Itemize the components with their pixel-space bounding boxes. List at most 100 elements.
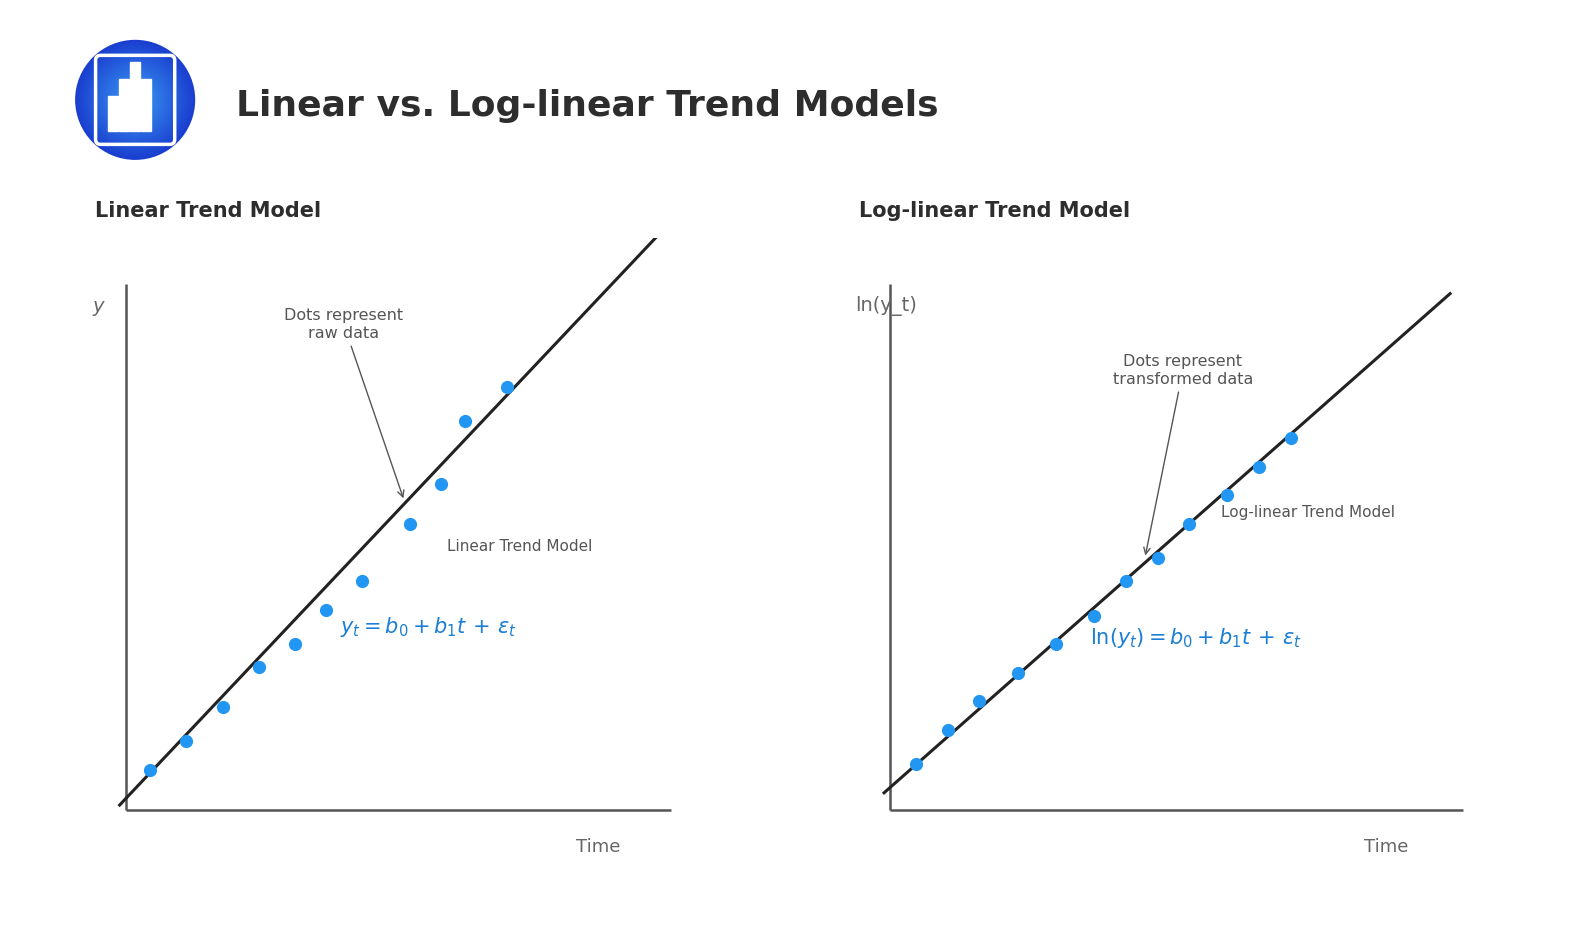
Circle shape [89,54,181,146]
Circle shape [97,62,173,138]
Circle shape [124,89,146,110]
Bar [119,79,129,131]
Circle shape [84,49,186,151]
Circle shape [94,59,176,141]
Point [137,763,162,778]
Circle shape [116,81,154,119]
Circle shape [132,96,138,104]
Circle shape [97,61,173,139]
Text: Linear vs. Log-linear Trend Models: Linear vs. Log-linear Trend Models [235,89,938,123]
Point [350,573,375,589]
Text: $y_t = b_0 + b_1t\/ +\/ \varepsilon_t$: $y_t = b_0 + b_1t\/ +\/ \varepsilon_t$ [340,615,517,639]
Point [494,378,520,394]
Circle shape [111,76,159,124]
Point [313,602,339,617]
Circle shape [107,71,164,128]
Bar [130,62,140,131]
Circle shape [116,80,154,120]
Circle shape [87,52,183,147]
Circle shape [102,68,169,132]
Text: Dots represent
transformed data: Dots represent transformed data [1113,354,1253,554]
Circle shape [110,74,161,126]
Bar [142,79,151,131]
Bar [108,96,118,131]
Circle shape [100,65,170,135]
Circle shape [121,86,149,114]
Circle shape [92,56,178,144]
Point [1043,636,1068,651]
Circle shape [105,69,165,130]
Circle shape [113,78,157,122]
Text: y: y [92,297,103,316]
Circle shape [132,97,138,103]
Circle shape [126,90,145,109]
Point [1005,665,1030,680]
Circle shape [134,98,137,102]
Circle shape [100,66,170,134]
Circle shape [108,73,162,126]
Circle shape [130,95,140,105]
Circle shape [83,48,188,152]
Circle shape [108,72,162,127]
Text: Linear Trend Model: Linear Trend Model [95,201,321,222]
Circle shape [76,41,194,159]
Text: Log-linear Trend Model: Log-linear Trend Model [859,201,1130,222]
Circle shape [113,77,157,123]
Circle shape [105,70,165,129]
Point [935,723,960,738]
Circle shape [103,68,167,131]
Circle shape [99,64,172,136]
Point [1145,551,1170,566]
Circle shape [118,83,153,117]
Circle shape [121,85,149,115]
Text: $\ln(y_t) = b_0 + b_1t\/ +\/ \varepsilon_t$: $\ln(y_t) = b_0 + b_1t\/ +\/ \varepsilon… [1089,627,1302,650]
Point [903,757,929,772]
Circle shape [80,45,191,155]
Circle shape [95,60,175,140]
Circle shape [134,99,137,101]
Point [1113,573,1138,589]
Circle shape [78,43,192,157]
Point [1215,488,1240,503]
Text: Log-linear Trend Model: Log-linear Trend Model [1221,505,1394,520]
Circle shape [118,82,153,118]
Text: Dots represent
raw data: Dots represent raw data [285,308,404,497]
Text: Time: Time [1364,839,1409,856]
Circle shape [91,55,180,145]
Circle shape [119,84,151,116]
Point [452,414,477,429]
Point [1177,516,1202,532]
Point [967,694,992,709]
Circle shape [89,53,181,146]
Circle shape [76,42,194,158]
Circle shape [84,49,186,150]
Circle shape [86,50,184,149]
Circle shape [126,91,145,108]
Point [1247,459,1272,475]
Circle shape [87,51,183,148]
Circle shape [129,94,142,106]
Circle shape [127,92,143,107]
Point [398,516,423,532]
Circle shape [124,88,146,111]
Circle shape [129,93,142,107]
Circle shape [122,87,148,113]
Point [1081,608,1107,623]
Text: Linear Trend Model: Linear Trend Model [447,539,591,554]
Point [210,700,235,715]
Circle shape [94,58,176,142]
Circle shape [114,79,156,121]
Point [1278,431,1304,446]
Text: Time: Time [576,839,620,856]
Circle shape [81,47,189,153]
Text: ln(y_t): ln(y_t) [855,297,917,317]
Circle shape [80,44,191,156]
Point [246,659,272,674]
Circle shape [110,75,161,125]
Point [283,636,308,651]
Circle shape [92,57,178,143]
Point [173,734,199,749]
Circle shape [102,67,169,133]
Point [428,476,453,492]
Circle shape [81,46,189,154]
